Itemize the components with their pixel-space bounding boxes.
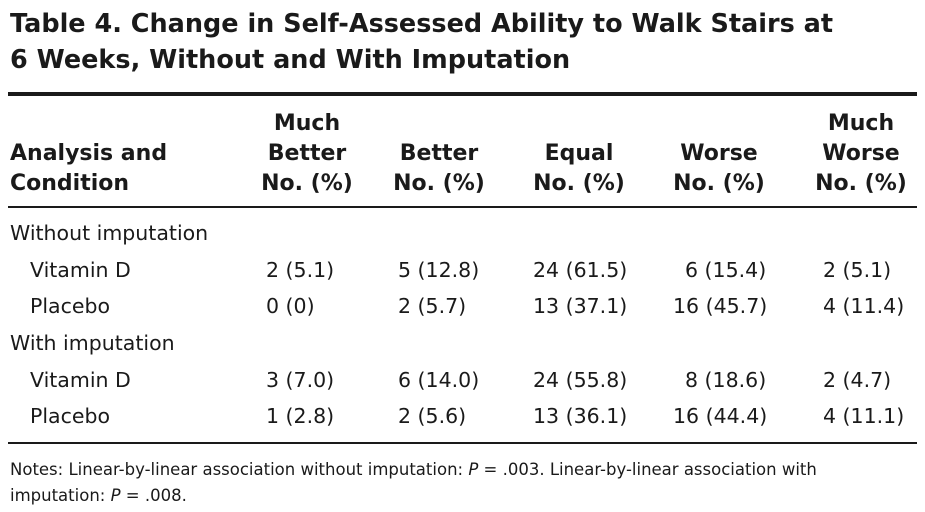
row-condition: Vitamin D bbox=[30, 368, 131, 392]
top-rule bbox=[8, 92, 917, 96]
cell-much-worse: 2 (5.1) bbox=[823, 258, 892, 282]
cell-much-better: 3 (7.0) bbox=[266, 368, 335, 392]
cell-better: 5 (12.8) bbox=[398, 258, 480, 282]
header-rule bbox=[8, 206, 917, 208]
cell-equal: 13 (37.1) bbox=[533, 294, 628, 318]
cell-much-better: 2 (5.1) bbox=[266, 258, 335, 282]
cell-much-better: 1 (2.8) bbox=[266, 404, 335, 428]
header-worse: Worse No. (%) bbox=[673, 141, 765, 196]
bottom-rule bbox=[8, 442, 917, 444]
cell-worse: 16 (44.4) bbox=[673, 404, 768, 428]
cell-much-worse: 4 (11.1) bbox=[823, 404, 905, 428]
cell-equal: 24 (55.8) bbox=[533, 368, 628, 392]
cell-equal: 24 (61.5) bbox=[533, 258, 628, 282]
cell-worse: 6 (15.4) bbox=[685, 258, 767, 282]
cell-worse: 8 (18.6) bbox=[685, 368, 767, 392]
cell-much-worse: 2 (4.7) bbox=[823, 368, 892, 392]
cell-equal: 13 (36.1) bbox=[533, 404, 628, 428]
cell-worse: 16 (45.7) bbox=[673, 294, 768, 318]
group-label-without-imputation: Without imputation bbox=[10, 221, 209, 245]
table-title: Table 4. Change in Self-Assessed Ability… bbox=[10, 6, 910, 78]
row-condition: Placebo bbox=[30, 294, 111, 318]
cell-much-worse: 4 (11.4) bbox=[823, 294, 905, 318]
cell-better: 6 (14.0) bbox=[398, 368, 480, 392]
group-label-with-imputation: With imputation bbox=[10, 331, 175, 355]
row-condition: Placebo bbox=[30, 404, 111, 428]
header-better: Better No. (%) bbox=[393, 141, 485, 196]
cell-much-better: 0 (0) bbox=[266, 294, 315, 318]
header-equal: Equal No. (%) bbox=[533, 141, 625, 196]
table-title-line-1: Table 4. Change in Self-Assessed Ability… bbox=[10, 9, 834, 39]
cell-better: 2 (5.6) bbox=[398, 404, 467, 428]
header-analysis-condition: Analysis and Condition bbox=[10, 141, 168, 196]
table-title-line-2: 6 Weeks, Without and With Imputation bbox=[10, 45, 571, 75]
cell-better: 2 (5.7) bbox=[398, 294, 467, 318]
header-much-better: Much Better No. (%) bbox=[261, 111, 353, 196]
table-notes: Notes: Linear-by-linear association with… bbox=[10, 460, 817, 505]
header-much-worse: Much Worse No. (%) bbox=[815, 111, 907, 196]
row-condition: Vitamin D bbox=[30, 258, 131, 282]
